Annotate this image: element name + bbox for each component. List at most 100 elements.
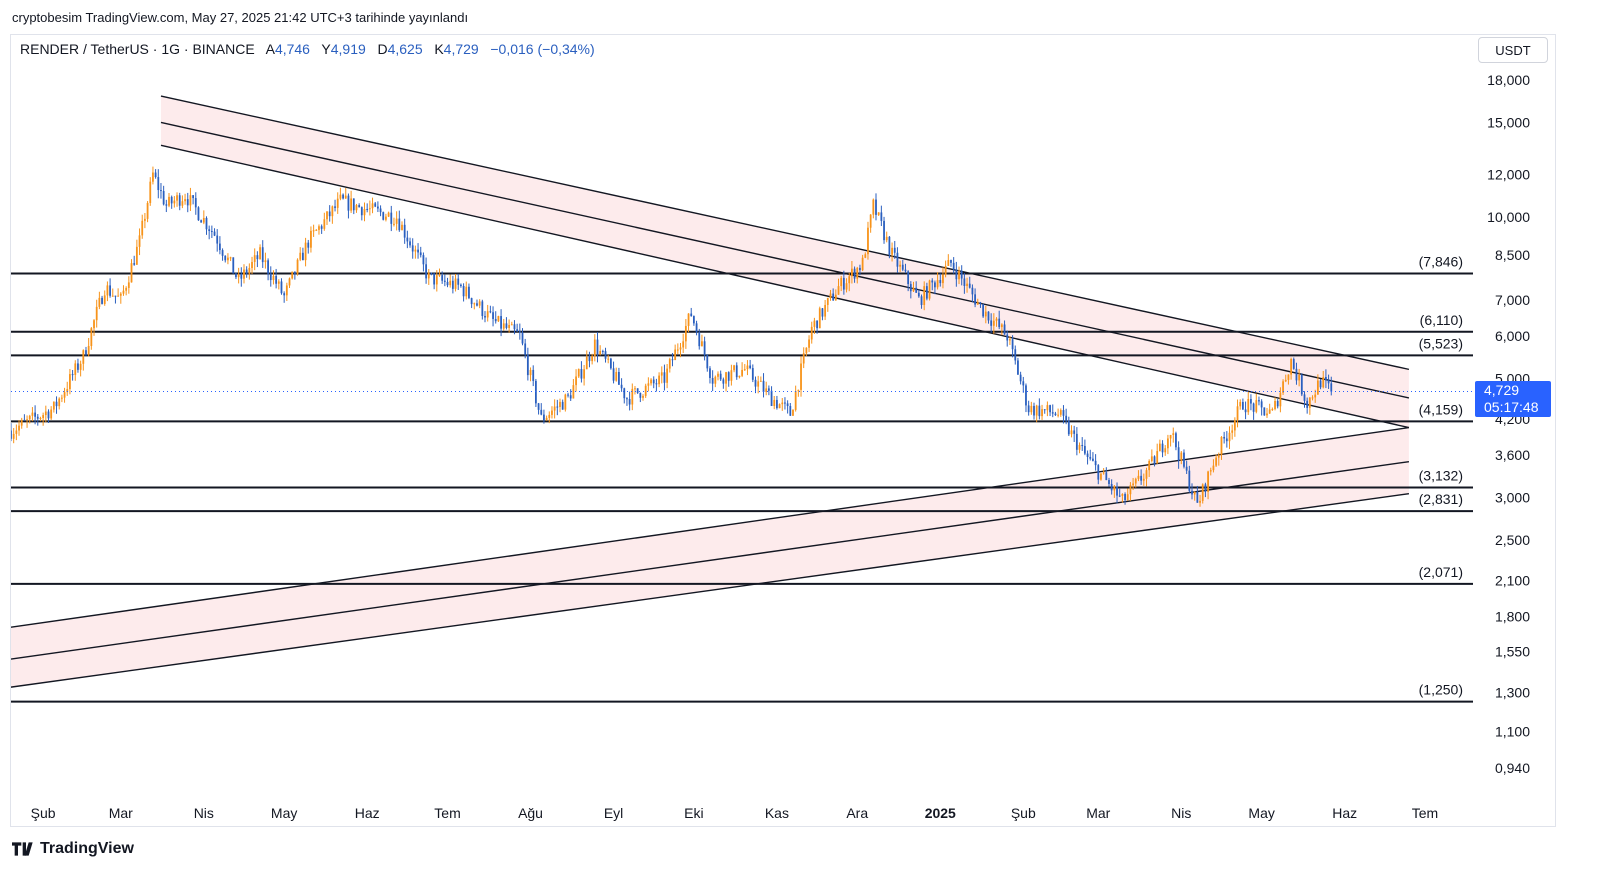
candle-body <box>805 347 808 354</box>
candle-body <box>1094 460 1097 466</box>
candle-body <box>117 295 120 297</box>
candle-body <box>500 316 502 329</box>
candle-body <box>11 430 12 439</box>
candle-body <box>559 401 561 408</box>
candle-body <box>1271 409 1274 411</box>
candle-body <box>719 373 722 380</box>
candle-body <box>1169 434 1172 439</box>
price-axis-tick: 6,000 <box>1495 328 1530 344</box>
candle-body <box>95 306 98 321</box>
candle-body <box>1255 400 1258 412</box>
candle-body <box>623 388 626 399</box>
descending-channel-band <box>160 96 1409 398</box>
candle-body <box>1022 381 1025 386</box>
candle-body <box>599 351 602 355</box>
candle-body <box>31 412 34 416</box>
candle-body <box>577 369 580 377</box>
candle-body <box>915 287 918 293</box>
candle-body <box>1327 380 1330 384</box>
candle-body <box>687 313 690 326</box>
candle-body <box>36 416 39 419</box>
candle-body <box>692 316 695 324</box>
candle-body <box>363 209 366 216</box>
chart-frame[interactable] <box>10 34 1556 827</box>
candle-body <box>1177 447 1180 461</box>
candle-body <box>869 214 872 228</box>
candle-body <box>486 311 489 318</box>
candle-body <box>1105 472 1108 481</box>
candle-body <box>406 237 409 242</box>
candle-body <box>944 265 947 275</box>
candle-body <box>1185 466 1188 471</box>
candle-body <box>896 252 899 267</box>
candle-body <box>746 365 749 370</box>
candle-body <box>387 212 390 217</box>
candle-body <box>422 255 425 265</box>
candle-body <box>543 414 545 421</box>
candle-body <box>52 401 55 410</box>
candle-body <box>912 287 915 292</box>
candle-body <box>1284 379 1287 382</box>
candle-body <box>427 272 430 279</box>
candle-body <box>229 257 232 259</box>
candle-body <box>425 264 427 279</box>
candle-body <box>634 388 636 390</box>
candle-body <box>374 203 377 207</box>
candle-body <box>232 257 235 274</box>
candle-body <box>545 417 548 421</box>
candle-body <box>170 196 173 204</box>
candle-body <box>213 231 216 236</box>
price-axis-tick: 7,000 <box>1495 292 1530 308</box>
candle-body <box>1263 407 1266 416</box>
candle-body <box>821 308 824 317</box>
symbol-name: RENDER / TetherUS · 1G · BINANCE <box>20 41 255 57</box>
candle-body <box>1250 399 1252 404</box>
candle-body <box>1019 374 1022 382</box>
candle-body <box>1311 397 1314 399</box>
candle-body <box>917 292 920 297</box>
candle-body <box>1110 483 1113 491</box>
candle-body <box>518 331 521 333</box>
tradingview-logo[interactable]: TradingView <box>12 840 134 858</box>
candle-body <box>42 415 45 418</box>
price-axis-tick: 1,550 <box>1495 643 1530 659</box>
candle-body <box>786 403 789 407</box>
candle-body <box>942 274 944 284</box>
price-axis[interactable]: 18,00015,00012,00010,0008,5007,0006,0005… <box>1487 72 1530 776</box>
candle-body <box>312 230 315 232</box>
time-axis-label: Tem <box>434 805 460 821</box>
candle-body <box>125 287 128 291</box>
candle-body <box>224 255 227 261</box>
candle-body <box>1126 494 1129 501</box>
candle-body <box>342 194 344 199</box>
candle-body <box>28 415 31 420</box>
candle-body <box>192 195 195 199</box>
candle-body <box>1092 458 1094 461</box>
candle-body <box>848 276 851 284</box>
candle-body <box>1100 473 1102 480</box>
price-axis-tick: 10,000 <box>1487 209 1530 225</box>
time-axis[interactable]: Şub Mar Nis May Haz Tem Ağu Eyl Eki Kas Ara 2025 Şub… <box>31 805 1439 821</box>
candle-body <box>55 401 58 407</box>
candle-body <box>1017 360 1019 375</box>
candle-body <box>275 275 278 284</box>
candle-body <box>596 339 599 355</box>
candle-body <box>87 346 90 355</box>
candle-body <box>612 368 615 381</box>
candle-body <box>1089 456 1092 459</box>
candle-body <box>851 268 853 277</box>
candle-body <box>1212 465 1215 471</box>
candle-body <box>468 286 470 299</box>
candle-body <box>925 286 928 299</box>
candle-body <box>826 298 829 305</box>
candle-body <box>186 199 189 206</box>
candle-body <box>1000 324 1003 328</box>
candle-body <box>1241 401 1244 410</box>
currency-button[interactable]: USDT <box>1478 37 1548 63</box>
candle-body <box>880 212 883 221</box>
candle-body <box>1215 457 1218 466</box>
candle-body <box>572 385 575 399</box>
open-value: 4,746 <box>274 41 310 57</box>
candle-body <box>1258 400 1260 402</box>
